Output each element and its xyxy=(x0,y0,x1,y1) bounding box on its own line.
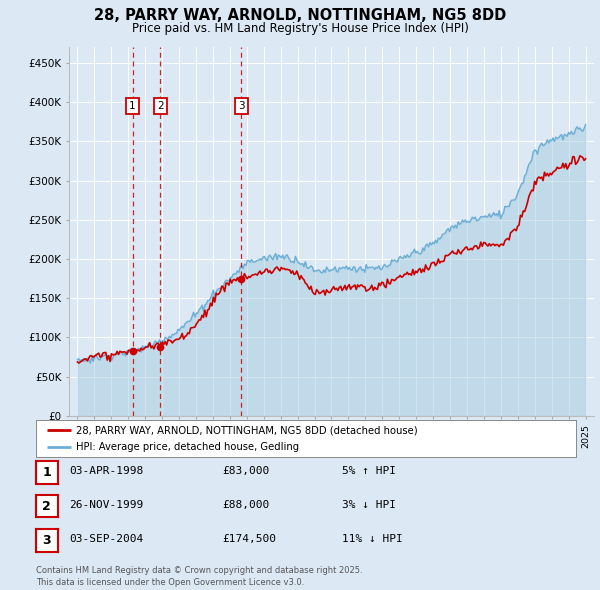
Text: £83,000: £83,000 xyxy=(222,467,269,476)
Text: 5% ↑ HPI: 5% ↑ HPI xyxy=(342,467,396,476)
Text: 3: 3 xyxy=(238,101,245,111)
Text: 03-SEP-2004: 03-SEP-2004 xyxy=(69,535,143,544)
Text: 26-NOV-1999: 26-NOV-1999 xyxy=(69,500,143,510)
Text: 1: 1 xyxy=(43,466,51,479)
Text: Price paid vs. HM Land Registry's House Price Index (HPI): Price paid vs. HM Land Registry's House … xyxy=(131,22,469,35)
Text: 2: 2 xyxy=(43,500,51,513)
Text: 28, PARRY WAY, ARNOLD, NOTTINGHAM, NG5 8DD (detached house): 28, PARRY WAY, ARNOLD, NOTTINGHAM, NG5 8… xyxy=(77,425,418,435)
Text: 3% ↓ HPI: 3% ↓ HPI xyxy=(342,500,396,510)
Text: 11% ↓ HPI: 11% ↓ HPI xyxy=(342,535,403,544)
Text: 3: 3 xyxy=(43,534,51,547)
Text: 1: 1 xyxy=(129,101,136,111)
Text: HPI: Average price, detached house, Gedling: HPI: Average price, detached house, Gedl… xyxy=(77,442,299,452)
Text: 2: 2 xyxy=(157,101,164,111)
Text: 03-APR-1998: 03-APR-1998 xyxy=(69,467,143,476)
Text: £174,500: £174,500 xyxy=(222,535,276,544)
Text: £88,000: £88,000 xyxy=(222,500,269,510)
Text: Contains HM Land Registry data © Crown copyright and database right 2025.
This d: Contains HM Land Registry data © Crown c… xyxy=(36,566,362,587)
Text: 28, PARRY WAY, ARNOLD, NOTTINGHAM, NG5 8DD: 28, PARRY WAY, ARNOLD, NOTTINGHAM, NG5 8… xyxy=(94,8,506,22)
